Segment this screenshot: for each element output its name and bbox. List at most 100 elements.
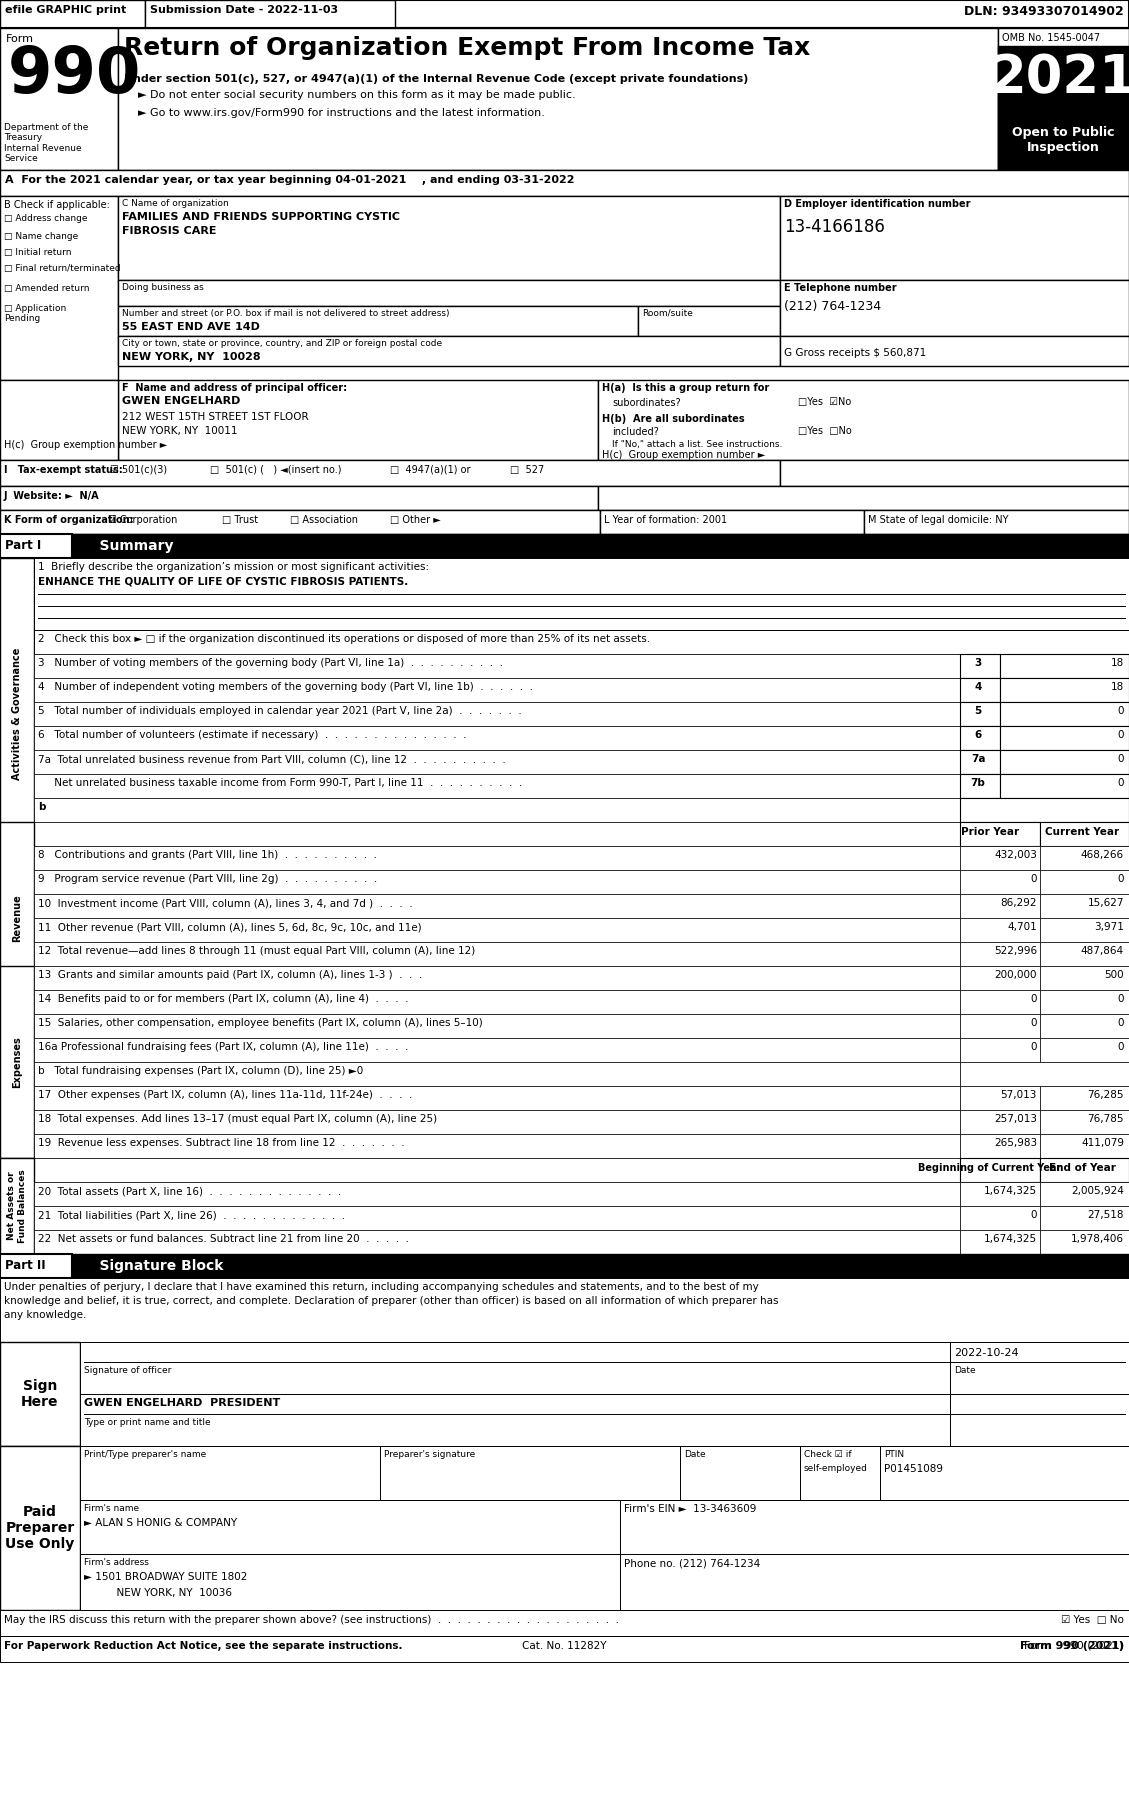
Text: 19  Revenue less expenses. Subtract line 18 from line 12  .  .  .  .  .  .  .: 19 Revenue less expenses. Subtract line … xyxy=(38,1137,404,1148)
Text: □ Name change: □ Name change xyxy=(5,232,78,241)
Bar xyxy=(34,1087,960,1110)
Text: Expenses: Expenses xyxy=(12,1036,21,1088)
Bar xyxy=(0,196,119,379)
Text: 411,079: 411,079 xyxy=(1080,1137,1124,1148)
Text: any knowledge.: any knowledge. xyxy=(5,1310,87,1321)
Text: 76,785: 76,785 xyxy=(1087,1114,1124,1125)
Text: ☑ 501(c)(3): ☑ 501(c)(3) xyxy=(110,464,167,475)
Text: Signature Block: Signature Block xyxy=(80,1259,224,1273)
Text: Paid
Preparer
Use Only: Paid Preparer Use Only xyxy=(6,1506,75,1551)
Text: 432,003: 432,003 xyxy=(995,851,1038,860)
Bar xyxy=(998,45,1129,118)
Text: Part I: Part I xyxy=(5,539,42,551)
Bar xyxy=(949,1393,1129,1446)
Text: 16a Professional fundraising fees (Part IX, column (A), line 11e)  .  .  .  .: 16a Professional fundraising fees (Part … xyxy=(38,1041,409,1052)
Bar xyxy=(1000,678,1129,702)
Text: subordinates?: subordinates? xyxy=(612,397,681,408)
Bar xyxy=(1040,1134,1129,1157)
Text: 3: 3 xyxy=(974,658,981,668)
Text: 7b: 7b xyxy=(971,778,986,787)
Bar xyxy=(34,1110,960,1134)
Text: 0: 0 xyxy=(1118,778,1124,787)
Text: 18: 18 xyxy=(1111,682,1124,691)
Bar xyxy=(34,1157,960,1183)
Bar xyxy=(960,775,1000,798)
Text: H(c)  Group exemption number ►: H(c) Group exemption number ► xyxy=(5,441,167,450)
Bar xyxy=(0,171,1129,196)
Text: □Yes  ☑No: □Yes ☑No xyxy=(798,397,851,406)
Text: 0: 0 xyxy=(1118,755,1124,764)
Text: Date: Date xyxy=(954,1366,975,1375)
Bar xyxy=(960,1157,1040,1183)
Text: Check ☑ if: Check ☑ if xyxy=(804,1449,851,1458)
Bar xyxy=(1000,749,1129,775)
Bar xyxy=(1040,1038,1129,1061)
Bar xyxy=(960,798,1129,822)
Text: B Check if applicable:: B Check if applicable: xyxy=(5,200,110,210)
Text: knowledge and belief, it is true, correct, and complete. Declaration of preparer: knowledge and belief, it is true, correc… xyxy=(5,1295,779,1306)
Text: 17  Other expenses (Part IX, column (A), lines 11a-11d, 11f-24e)  .  .  .  .: 17 Other expenses (Part IX, column (A), … xyxy=(38,1090,412,1099)
Text: 9   Program service revenue (Part VIII, line 2g)  .  .  .  .  .  .  .  .  .  .: 9 Program service revenue (Part VIII, li… xyxy=(38,874,377,883)
Text: 0: 0 xyxy=(1031,994,1038,1003)
Text: J  Website: ►  N/A: J Website: ► N/A xyxy=(5,492,99,501)
Bar xyxy=(34,726,960,749)
Text: GWEN ENGELHARD: GWEN ENGELHARD xyxy=(122,395,240,406)
Text: Return of Organization Exempt From Income Tax: Return of Organization Exempt From Incom… xyxy=(124,36,811,60)
Text: 468,266: 468,266 xyxy=(1080,851,1124,860)
Bar xyxy=(620,1500,1129,1555)
Text: GWEN ENGELHARD  PRESIDENT: GWEN ENGELHARD PRESIDENT xyxy=(84,1399,280,1408)
Bar xyxy=(0,461,780,486)
Bar xyxy=(998,118,1129,171)
Bar xyxy=(1000,726,1129,749)
Text: 86,292: 86,292 xyxy=(1000,898,1038,909)
Text: Under section 501(c), 527, or 4947(a)(1) of the Internal Revenue Code (except pr: Under section 501(c), 527, or 4947(a)(1)… xyxy=(124,74,749,83)
Text: K Form of organization:: K Form of organization: xyxy=(5,515,133,524)
Text: Room/suite: Room/suite xyxy=(642,308,693,317)
Bar xyxy=(960,1038,1040,1061)
Text: Cat. No. 11282Y: Cat. No. 11282Y xyxy=(522,1642,606,1651)
Bar xyxy=(960,845,1040,871)
Text: □ Application
Pending: □ Application Pending xyxy=(5,305,67,323)
Bar xyxy=(620,1555,1129,1611)
Bar xyxy=(960,1206,1040,1230)
Bar xyxy=(960,1110,1040,1134)
Bar xyxy=(960,894,1040,918)
Bar xyxy=(800,1446,879,1500)
Text: □ Amended return: □ Amended return xyxy=(5,285,89,294)
Bar xyxy=(34,749,960,775)
Text: □ Trust: □ Trust xyxy=(222,515,259,524)
Bar xyxy=(0,510,599,533)
Bar xyxy=(598,486,1129,510)
Text: 55 EAST END AVE 14D: 55 EAST END AVE 14D xyxy=(122,323,260,332)
Bar xyxy=(119,379,598,461)
Text: D Employer identification number: D Employer identification number xyxy=(784,200,971,209)
Bar xyxy=(960,702,1000,726)
Text: 7a  Total unrelated business revenue from Part VIII, column (C), line 12  .  .  : 7a Total unrelated business revenue from… xyxy=(38,755,506,764)
Text: 21  Total liabilities (Part X, line 26)  .  .  .  .  .  .  .  .  .  .  .  .  .: 21 Total liabilities (Part X, line 26) .… xyxy=(38,1210,345,1221)
Text: Submission Date - 2022-11-03: Submission Date - 2022-11-03 xyxy=(150,5,338,15)
Bar xyxy=(960,871,1040,894)
Bar xyxy=(34,1061,960,1087)
Bar xyxy=(1040,1183,1129,1206)
Text: Activities & Governance: Activities & Governance xyxy=(12,648,21,780)
Bar xyxy=(119,27,998,171)
Text: 0: 0 xyxy=(1031,1018,1038,1029)
Bar xyxy=(1040,1014,1129,1038)
Text: P01451089: P01451089 xyxy=(884,1464,943,1475)
Text: ► Go to www.irs.gov/Form990 for instructions and the latest information.: ► Go to www.irs.gov/Form990 for instruct… xyxy=(138,109,545,118)
Bar xyxy=(34,1183,960,1206)
Bar xyxy=(960,1061,1129,1087)
Text: Signature of officer: Signature of officer xyxy=(84,1366,172,1375)
Text: Preparer's signature: Preparer's signature xyxy=(384,1449,475,1458)
Text: Print/Type preparer's name: Print/Type preparer's name xyxy=(84,1449,207,1458)
Text: Date: Date xyxy=(684,1449,706,1458)
Text: □ Final return/terminated: □ Final return/terminated xyxy=(5,265,121,272)
Text: 57,013: 57,013 xyxy=(1000,1090,1038,1099)
Text: End of Year: End of Year xyxy=(1049,1163,1115,1174)
Text: Revenue: Revenue xyxy=(12,894,21,941)
Bar xyxy=(80,1555,620,1611)
Text: Form 990 (2021): Form 990 (2021) xyxy=(1021,1642,1124,1651)
Bar xyxy=(0,27,1129,171)
Text: □ Initial return: □ Initial return xyxy=(5,249,71,258)
Text: H(b)  Are all subordinates: H(b) Are all subordinates xyxy=(602,414,745,424)
